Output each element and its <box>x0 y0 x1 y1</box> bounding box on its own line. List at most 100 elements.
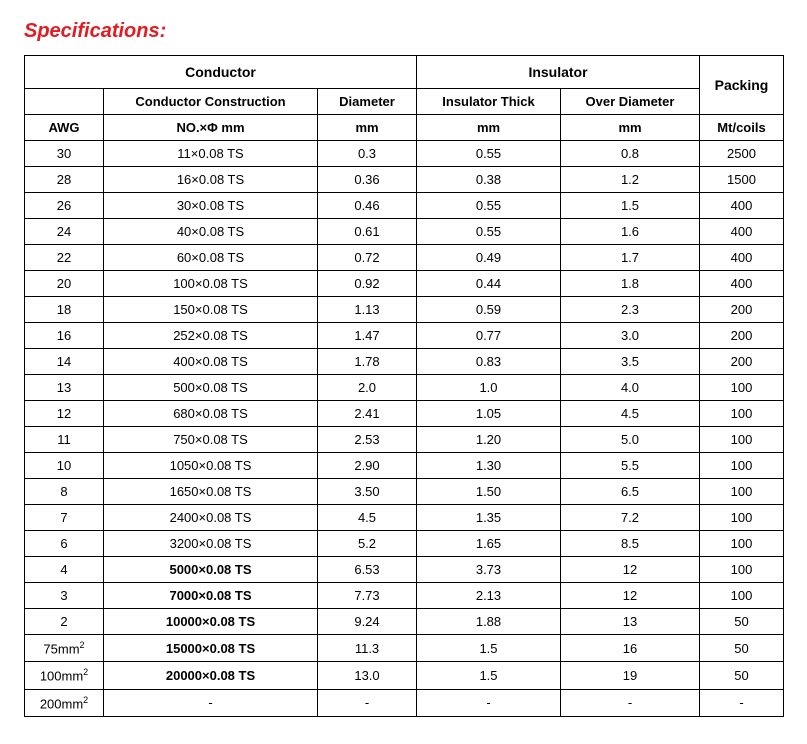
cell-diameter: 6.53 <box>318 557 417 583</box>
cell-packing: 1500 <box>700 167 784 193</box>
table-row: 63200×0.08 TS5.21.658.5100 <box>25 531 784 557</box>
cell-awg: 20 <box>25 271 104 297</box>
cell-awg: 10 <box>25 453 104 479</box>
table-row: 11750×0.08 TS2.531.205.0100 <box>25 427 784 453</box>
cell-construction: 10000×0.08 TS <box>104 609 318 635</box>
cell-over-diameter: 5.0 <box>561 427 700 453</box>
cell-thick: 0.77 <box>417 323 561 349</box>
cell-thick: 0.55 <box>417 193 561 219</box>
header-conductor-construction: Conductor Construction <box>104 89 318 115</box>
cell-awg: 200mm2 <box>25 689 104 716</box>
cell-diameter: 0.36 <box>318 167 417 193</box>
cell-thick: 1.5 <box>417 662 561 689</box>
cell-over-diameter: 3.5 <box>561 349 700 375</box>
cell-thick: 3.73 <box>417 557 561 583</box>
cell-over-diameter: 13 <box>561 609 700 635</box>
table-row: 200mm2----- <box>25 689 784 716</box>
table-row: 2816×0.08 TS0.360.381.21500 <box>25 167 784 193</box>
cell-construction: 5000×0.08 TS <box>104 557 318 583</box>
table-row: 72400×0.08 TS4.51.357.2100 <box>25 505 784 531</box>
table-row: 2630×0.08 TS0.460.551.5400 <box>25 193 784 219</box>
cell-diameter: - <box>318 689 417 716</box>
cell-diameter: 1.78 <box>318 349 417 375</box>
cell-awg: 6 <box>25 531 104 557</box>
cell-thick: 1.88 <box>417 609 561 635</box>
header-no-phi: NO.×Φ mm <box>104 115 318 141</box>
cell-thick: 1.30 <box>417 453 561 479</box>
cell-packing: 100 <box>700 583 784 609</box>
table-row: 14400×0.08 TS1.780.833.5200 <box>25 349 784 375</box>
cell-construction: 30×0.08 TS <box>104 193 318 219</box>
cell-packing: 100 <box>700 427 784 453</box>
cell-over-diameter: 6.5 <box>561 479 700 505</box>
cell-over-diameter: 3.0 <box>561 323 700 349</box>
table-row: 16252×0.08 TS1.470.773.0200 <box>25 323 784 349</box>
cell-thick: 0.83 <box>417 349 561 375</box>
cell-construction: 100×0.08 TS <box>104 271 318 297</box>
cell-packing: 100 <box>700 479 784 505</box>
cell-thick: - <box>417 689 561 716</box>
cell-construction: 11×0.08 TS <box>104 141 318 167</box>
cell-over-diameter: 12 <box>561 557 700 583</box>
cell-awg: 2 <box>25 609 104 635</box>
cell-over-diameter: - <box>561 689 700 716</box>
cell-thick: 0.55 <box>417 219 561 245</box>
cell-packing: 50 <box>700 662 784 689</box>
cell-packing: 100 <box>700 453 784 479</box>
cell-construction: 1050×0.08 TS <box>104 453 318 479</box>
cell-thick: 1.65 <box>417 531 561 557</box>
cell-diameter: 0.61 <box>318 219 417 245</box>
cell-diameter: 2.0 <box>318 375 417 401</box>
table-row: 3011×0.08 TS0.30.550.82500 <box>25 141 784 167</box>
cell-packing: 100 <box>700 375 784 401</box>
cell-packing: 100 <box>700 557 784 583</box>
cell-diameter: 1.47 <box>318 323 417 349</box>
cell-construction: 2400×0.08 TS <box>104 505 318 531</box>
cell-over-diameter: 16 <box>561 635 700 662</box>
cell-thick: 0.49 <box>417 245 561 271</box>
cell-construction: 16×0.08 TS <box>104 167 318 193</box>
cell-over-diameter: 1.7 <box>561 245 700 271</box>
cell-diameter: 2.41 <box>318 401 417 427</box>
cell-diameter: 0.92 <box>318 271 417 297</box>
cell-awg: 11 <box>25 427 104 453</box>
table-row: 81650×0.08 TS3.501.506.5100 <box>25 479 784 505</box>
cell-packing: 200 <box>700 297 784 323</box>
header-conductor: Conductor <box>25 56 417 89</box>
table-row: 18150×0.08 TS1.130.592.3200 <box>25 297 784 323</box>
cell-thick: 1.05 <box>417 401 561 427</box>
cell-packing: 50 <box>700 609 784 635</box>
cell-thick: 1.35 <box>417 505 561 531</box>
cell-diameter: 3.50 <box>318 479 417 505</box>
cell-diameter: 1.13 <box>318 297 417 323</box>
cell-packing: 100 <box>700 505 784 531</box>
cell-packing: 400 <box>700 193 784 219</box>
cell-awg: 22 <box>25 245 104 271</box>
cell-diameter: 5.2 <box>318 531 417 557</box>
cell-construction: 150×0.08 TS <box>104 297 318 323</box>
cell-construction: 3200×0.08 TS <box>104 531 318 557</box>
table-row: 13500×0.08 TS2.01.04.0100 <box>25 375 784 401</box>
header-blank <box>25 89 104 115</box>
cell-thick: 0.38 <box>417 167 561 193</box>
cell-construction: 1650×0.08 TS <box>104 479 318 505</box>
cell-thick: 1.20 <box>417 427 561 453</box>
cell-packing: 200 <box>700 323 784 349</box>
table-row: 2260×0.08 TS0.720.491.7400 <box>25 245 784 271</box>
cell-thick: 0.44 <box>417 271 561 297</box>
cell-over-diameter: 12 <box>561 583 700 609</box>
cell-awg: 7 <box>25 505 104 531</box>
header-mtcoils: Mt/coils <box>700 115 784 141</box>
cell-awg: 4 <box>25 557 104 583</box>
table-row: 20100×0.08 TS0.920.441.8400 <box>25 271 784 297</box>
cell-awg: 24 <box>25 219 104 245</box>
table-row: 2440×0.08 TS0.610.551.6400 <box>25 219 784 245</box>
cell-thick: 2.13 <box>417 583 561 609</box>
cell-construction: 680×0.08 TS <box>104 401 318 427</box>
cell-over-diameter: 2.3 <box>561 297 700 323</box>
specifications-title: Specifications: <box>24 20 787 43</box>
table-row: 100mm220000×0.08 TS13.01.51950 <box>25 662 784 689</box>
header-insulator-thick: Insulator Thick <box>417 89 561 115</box>
cell-packing: 100 <box>700 401 784 427</box>
cell-over-diameter: 1.2 <box>561 167 700 193</box>
